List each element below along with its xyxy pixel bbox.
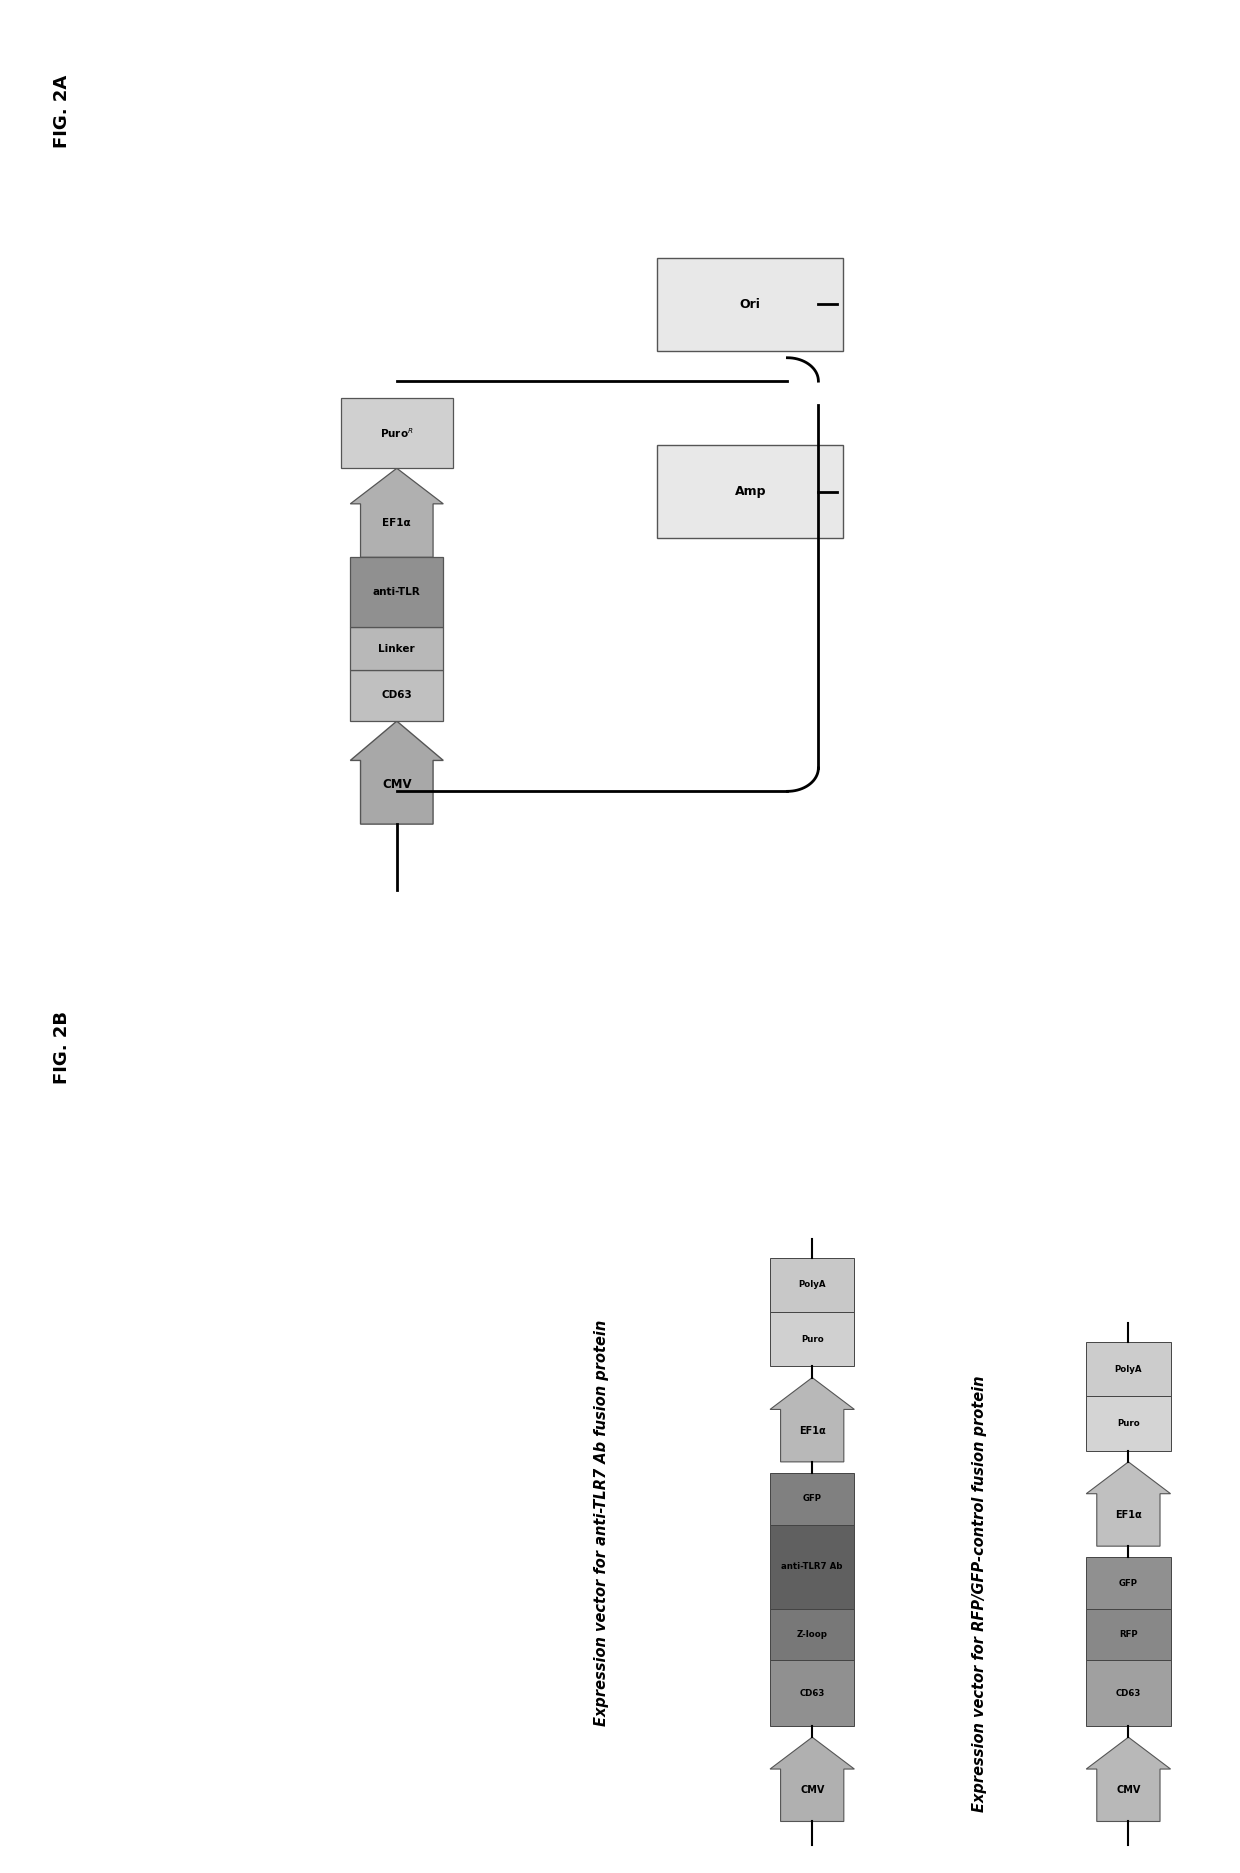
Text: EF1α: EF1α	[1115, 1510, 1142, 1521]
FancyBboxPatch shape	[657, 446, 843, 539]
FancyBboxPatch shape	[1086, 1395, 1171, 1450]
FancyBboxPatch shape	[341, 397, 453, 468]
Text: GFP: GFP	[1118, 1579, 1138, 1588]
FancyBboxPatch shape	[351, 558, 444, 627]
Text: Linker: Linker	[378, 644, 415, 654]
Text: GFP: GFP	[802, 1495, 822, 1504]
FancyArrow shape	[1086, 1461, 1171, 1547]
FancyArrow shape	[351, 468, 444, 558]
Text: PolyA: PolyA	[799, 1281, 826, 1289]
FancyBboxPatch shape	[770, 1609, 854, 1659]
Text: PolyA: PolyA	[1115, 1365, 1142, 1373]
Text: CMV: CMV	[800, 1785, 825, 1796]
Text: CD63: CD63	[1116, 1689, 1141, 1697]
Text: anti-TLR: anti-TLR	[373, 588, 420, 597]
Text: EF1α: EF1α	[382, 519, 412, 528]
FancyBboxPatch shape	[351, 627, 444, 671]
Text: CMV: CMV	[382, 779, 412, 792]
FancyBboxPatch shape	[1086, 1659, 1171, 1727]
FancyBboxPatch shape	[1086, 1341, 1171, 1395]
Text: Expression vector for RFP/GFP-control fusion protein: Expression vector for RFP/GFP-control fu…	[972, 1375, 987, 1811]
Text: RFP: RFP	[1118, 1630, 1138, 1639]
Text: Puro$^R$: Puro$^R$	[379, 427, 414, 440]
Text: CD63: CD63	[800, 1689, 825, 1697]
FancyArrow shape	[351, 721, 444, 824]
Text: anti-TLR7 Ab: anti-TLR7 Ab	[781, 1562, 843, 1571]
Text: FIG. 2A: FIG. 2A	[53, 75, 71, 148]
FancyBboxPatch shape	[770, 1659, 854, 1727]
Text: Expression vector for anti-TLR7 Ab fusion protein: Expression vector for anti-TLR7 Ab fusio…	[594, 1320, 609, 1727]
FancyBboxPatch shape	[657, 257, 843, 352]
Text: FIG. 2B: FIG. 2B	[53, 1011, 71, 1084]
FancyArrow shape	[770, 1377, 854, 1461]
Text: Puro: Puro	[1117, 1420, 1140, 1427]
FancyArrow shape	[770, 1738, 854, 1821]
Text: Z-loop: Z-loop	[796, 1630, 828, 1639]
Text: Puro: Puro	[801, 1335, 823, 1343]
FancyBboxPatch shape	[770, 1472, 854, 1525]
Text: CMV: CMV	[1116, 1785, 1141, 1796]
FancyBboxPatch shape	[770, 1311, 854, 1365]
FancyBboxPatch shape	[351, 671, 444, 721]
FancyBboxPatch shape	[770, 1525, 854, 1609]
Text: EF1α: EF1α	[799, 1425, 826, 1437]
FancyBboxPatch shape	[1086, 1609, 1171, 1659]
FancyBboxPatch shape	[1086, 1558, 1171, 1609]
FancyBboxPatch shape	[770, 1259, 854, 1311]
Text: CD63: CD63	[382, 691, 412, 701]
Text: Ori: Ori	[740, 298, 760, 311]
FancyArrow shape	[1086, 1738, 1171, 1821]
Text: Amp: Amp	[734, 485, 766, 498]
